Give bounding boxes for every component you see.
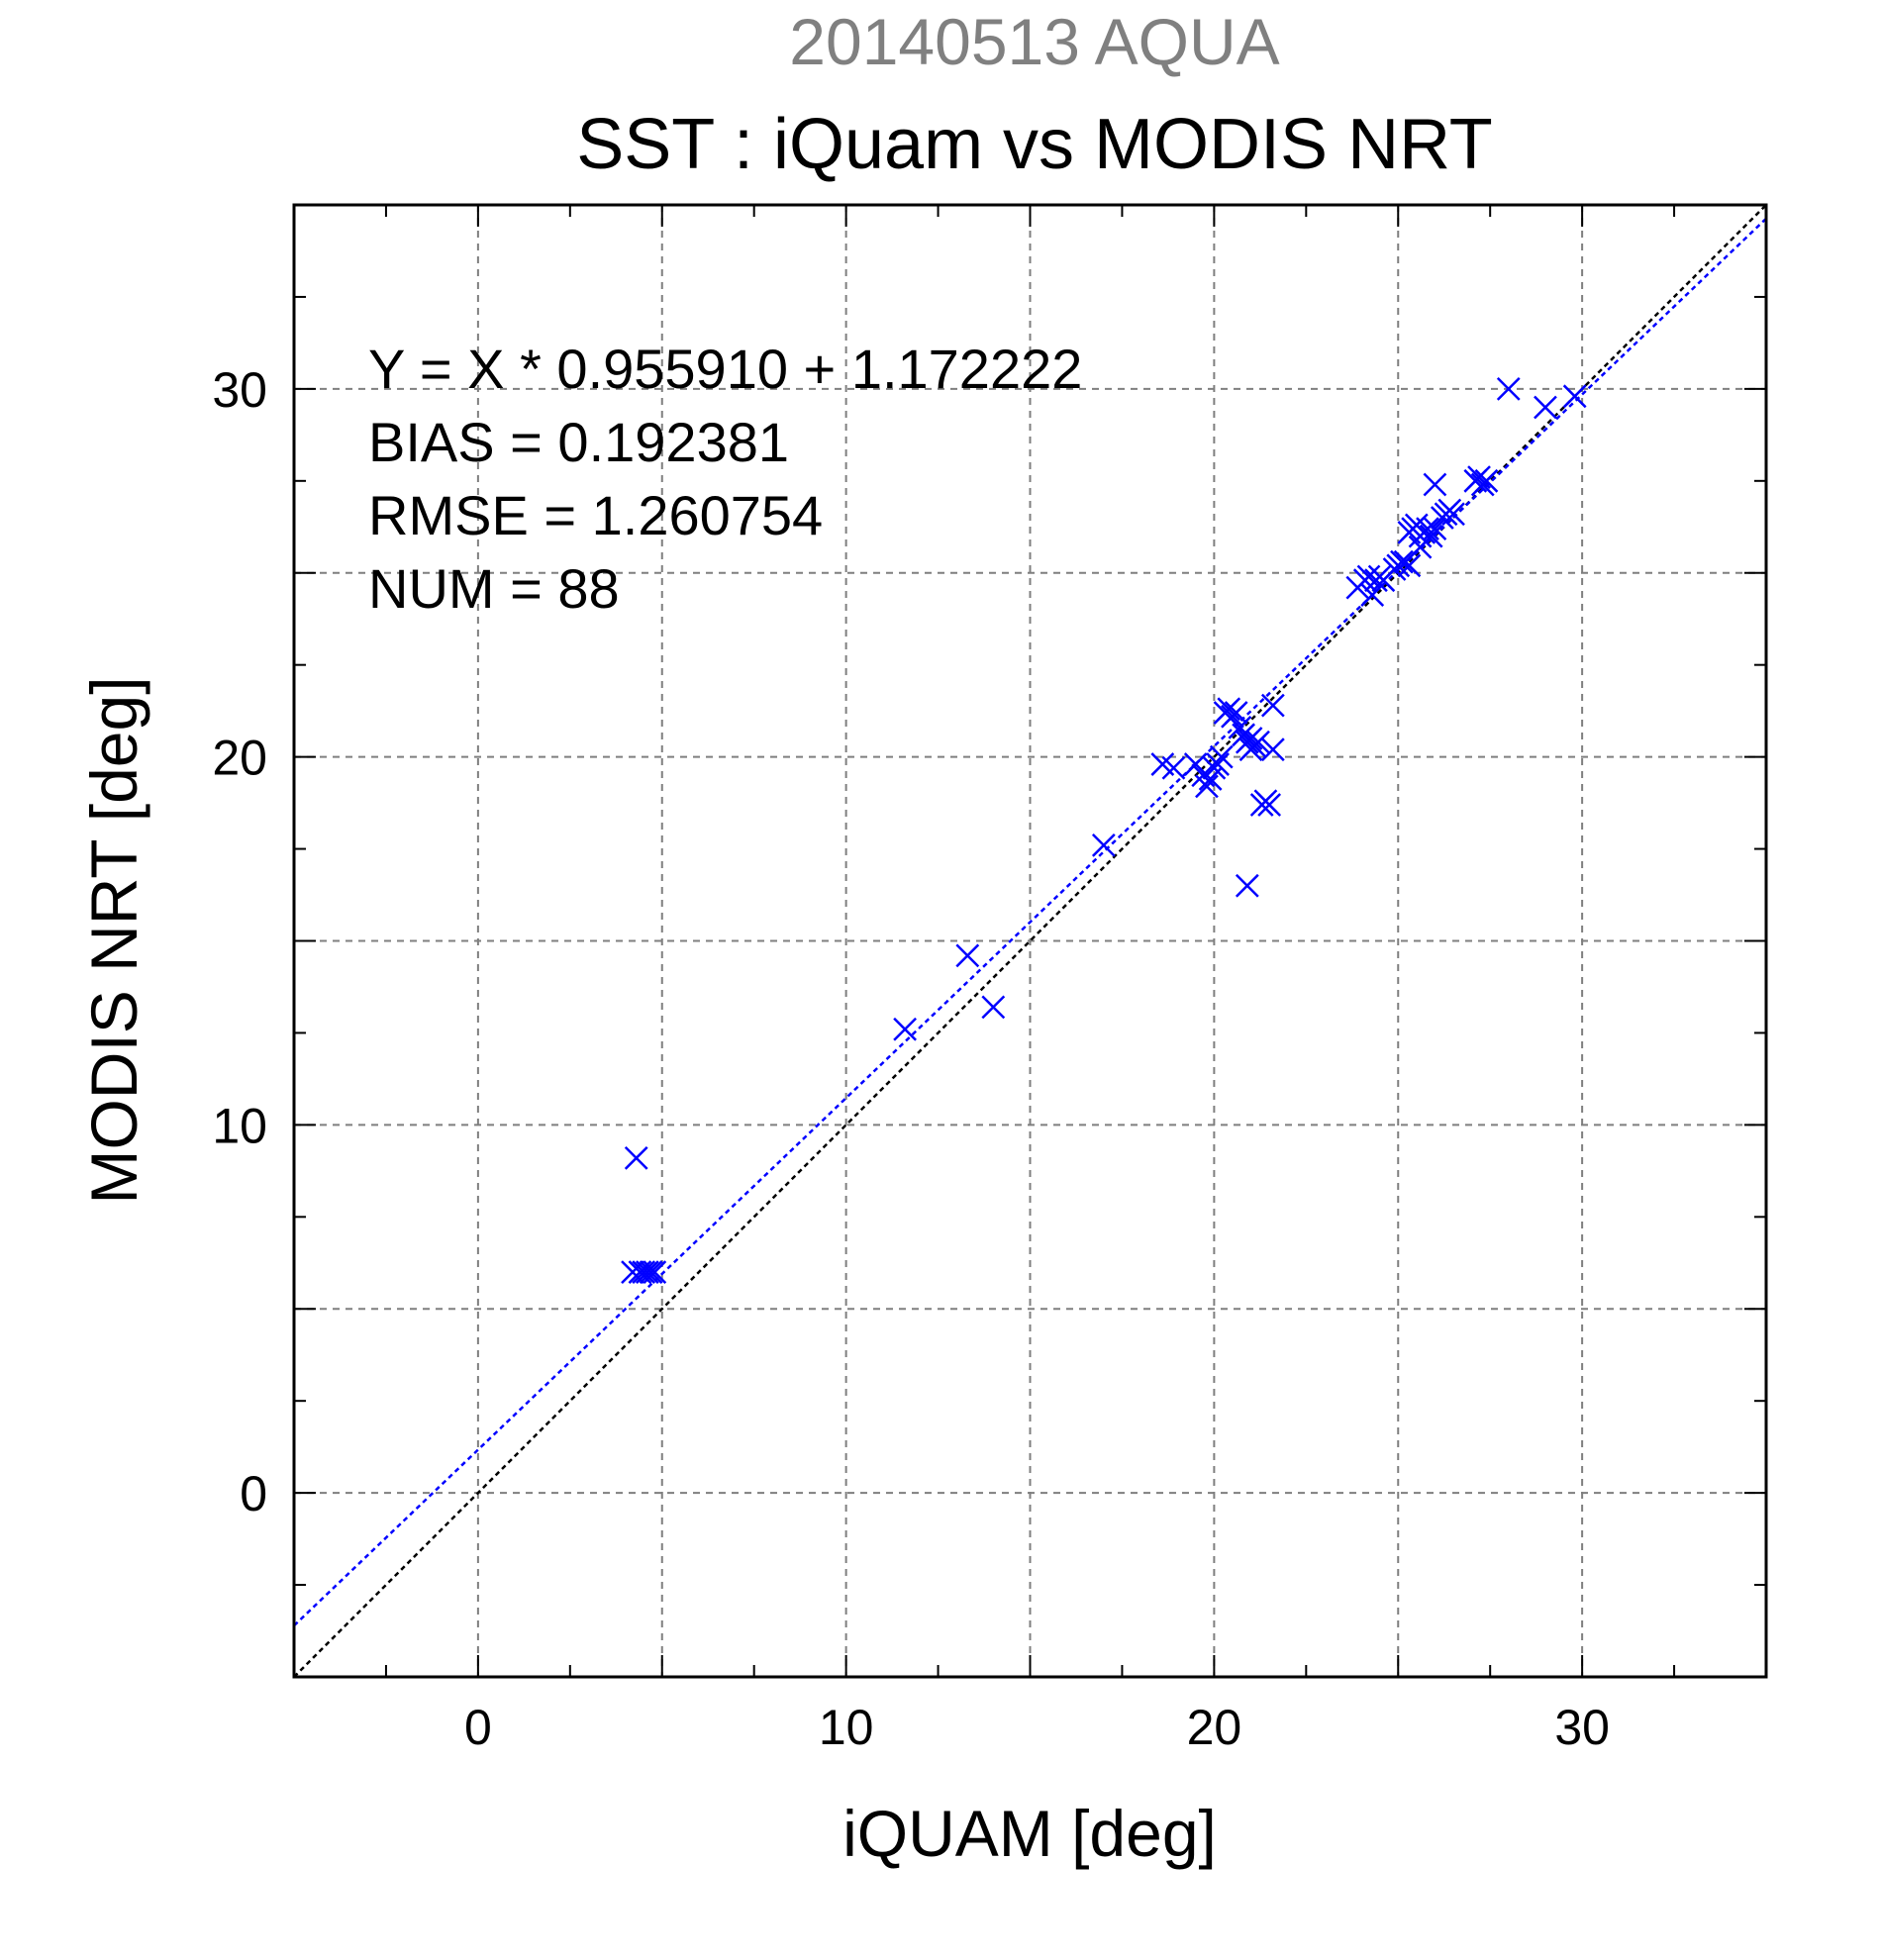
data-point: [1246, 730, 1270, 754]
y-tick-label: 0: [240, 1466, 267, 1521]
data-point: [1209, 744, 1234, 769]
chart-title: 20140513 AQUA: [789, 5, 1279, 78]
data-points: [621, 376, 1587, 1284]
grid: [294, 205, 1766, 1677]
data-point: [1562, 384, 1587, 409]
x-tick-labels: 0 10 20 30: [464, 1700, 1610, 1755]
num-value: NUM = 88: [368, 557, 620, 620]
data-point: [1423, 517, 1447, 541]
data-point: [632, 1260, 656, 1284]
data-point: [1260, 737, 1285, 762]
data-point: [1161, 755, 1186, 780]
reference-lines: [294, 205, 1766, 1677]
data-point: [1360, 583, 1385, 607]
y-tick-label: 30: [212, 362, 267, 418]
data-point: [1257, 793, 1282, 817]
data-point: [1416, 517, 1439, 541]
data-point: [1496, 376, 1521, 401]
data-point: [1397, 553, 1422, 578]
data-point: [1217, 697, 1241, 722]
data-point: [624, 1145, 648, 1170]
data-point: [955, 943, 980, 968]
data-point: [1390, 549, 1414, 574]
data-point: [1467, 465, 1491, 489]
y-tick-label: 20: [212, 731, 267, 786]
data-point: [1195, 774, 1219, 799]
x-tick-label: 30: [1554, 1700, 1610, 1755]
x-tick-label: 20: [1187, 1700, 1242, 1755]
y-tick-labels: 0 10 20 30: [212, 362, 267, 1521]
data-point: [1235, 873, 1259, 898]
stats-annotations: Y = X * 0.955910 + 1.172222 BIAS = 0.192…: [368, 338, 1082, 620]
data-point: [1474, 468, 1499, 493]
data-point: [1260, 693, 1285, 718]
y-axis-label: MODIS NRT [deg]: [77, 676, 150, 1204]
data-point: [1441, 502, 1465, 527]
plot-frame: [292, 203, 1768, 1679]
x-tick-label: 0: [464, 1700, 492, 1755]
data-point: [643, 1260, 667, 1284]
data-point: [1206, 752, 1230, 776]
data-point: [635, 1260, 659, 1284]
data-point: [1419, 524, 1443, 548]
data-point: [1534, 395, 1557, 420]
data-point: [981, 995, 1006, 1020]
regression-equation: Y = X * 0.955910 + 1.172222: [368, 338, 1082, 400]
x-tick-label: 10: [819, 1700, 874, 1755]
data-point: [1091, 833, 1116, 857]
data-point: [1423, 472, 1447, 497]
chart-subtitle: SST : iQuam vs MODIS NRT: [576, 105, 1493, 184]
regression-line: [294, 217, 1766, 1627]
data-point: [639, 1260, 663, 1284]
data-point: [893, 1017, 917, 1041]
y-tick-label: 10: [212, 1098, 267, 1153]
data-point: [1238, 727, 1263, 750]
data-point: [1356, 564, 1381, 589]
data-point: [1224, 701, 1248, 725]
x-axis-label: iQUAM [deg]: [842, 1797, 1217, 1870]
rmse-value: RMSE = 1.260754: [368, 484, 823, 546]
bias-value: BIAS = 0.192381: [368, 411, 789, 473]
